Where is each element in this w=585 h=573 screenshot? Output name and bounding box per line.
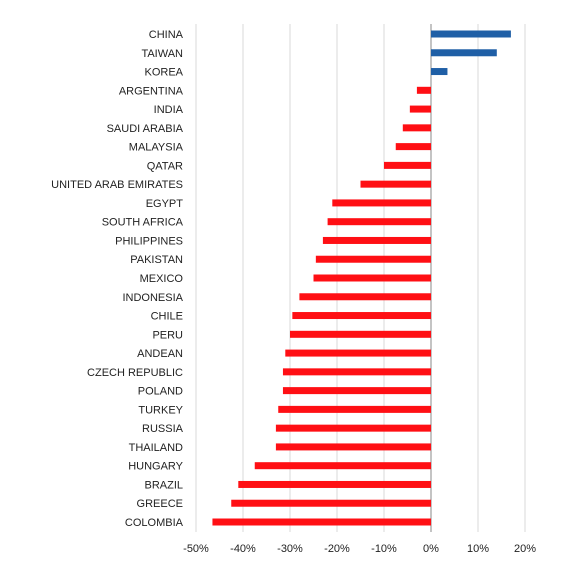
category-label: MEXICO — [140, 273, 184, 285]
bar-korea — [431, 68, 448, 76]
bar-colombia — [212, 518, 431, 526]
category-label: SAUDI ARABIA — [107, 123, 184, 135]
bar-malaysia — [395, 143, 431, 151]
category-label: MALAYSIA — [129, 142, 184, 154]
bar-india — [409, 105, 431, 113]
x-tick-label: -50% — [183, 543, 209, 555]
category-label: ARGENTINA — [119, 85, 184, 97]
bars — [212, 30, 511, 526]
category-label: CHINA — [149, 29, 184, 41]
x-tick-label: -40% — [230, 543, 256, 555]
bar-south-africa — [327, 218, 431, 226]
category-label: COLOMBIA — [125, 517, 184, 529]
bar-peru — [290, 330, 431, 338]
category-label: BRAZIL — [144, 479, 183, 491]
category-label: PHILIPPINES — [115, 235, 183, 247]
bar-argentina — [416, 86, 431, 94]
category-label: PERU — [152, 329, 183, 341]
bar-china — [431, 30, 511, 38]
bar-mexico — [313, 274, 431, 282]
bar-thailand — [275, 443, 431, 451]
category-labels: CHINA TAIWAN KOREA ARGENTINA INDIA SAUDI ARAB… — [51, 29, 183, 529]
bar-czech-republic — [282, 368, 431, 376]
category-label: HUNGARY — [128, 461, 183, 473]
bar-philippines — [322, 236, 431, 244]
bar-greece — [231, 499, 431, 507]
x-tick-label: 0% — [423, 543, 439, 555]
category-label: POLAND — [138, 386, 183, 398]
category-label: QATAR — [147, 160, 183, 172]
bar-russia — [275, 424, 431, 432]
bar-qatar — [384, 161, 431, 169]
bar-indonesia — [299, 293, 431, 301]
x-tick-label: 10% — [467, 543, 489, 555]
x-tick-label: -20% — [324, 543, 350, 555]
bar-turkey — [278, 405, 431, 413]
category-label: TURKEY — [138, 404, 183, 416]
bar-hungary — [254, 462, 431, 470]
bar-taiwan — [431, 49, 497, 57]
bar-saudi-arabia — [402, 124, 431, 132]
x-tick-label: -30% — [277, 543, 303, 555]
bar-egypt — [332, 199, 431, 207]
bar-andean — [285, 349, 431, 357]
bar-poland — [282, 387, 431, 395]
category-label: RUSSIA — [142, 423, 184, 435]
x-tick-label: -10% — [371, 543, 397, 555]
category-label: INDONESIA — [122, 292, 183, 304]
category-label: EGYPT — [146, 198, 184, 210]
bar-chile — [292, 312, 431, 320]
category-label: THAILAND — [129, 442, 183, 454]
category-label: GREECE — [137, 498, 183, 510]
x-tick-label: 20% — [514, 543, 536, 555]
x-tick-labels: -50% -40% -30% -20% -10% 0% 10% 20% — [183, 543, 536, 555]
category-label: ANDEAN — [137, 348, 183, 360]
category-label: UNITED ARAB EMIRATES — [51, 179, 183, 191]
category-label: KOREA — [144, 67, 183, 79]
bar-brazil — [238, 480, 431, 488]
bar-pakistan — [315, 255, 431, 263]
category-label: TAIWAN — [141, 48, 183, 60]
category-label: PAKISTAN — [130, 254, 183, 266]
category-label: CZECH REPUBLIC — [87, 367, 183, 379]
category-label: SOUTH AFRICA — [102, 217, 184, 229]
category-label: INDIA — [154, 104, 184, 116]
bar-united-arab-emirates — [360, 180, 431, 188]
category-label: CHILE — [151, 311, 183, 323]
